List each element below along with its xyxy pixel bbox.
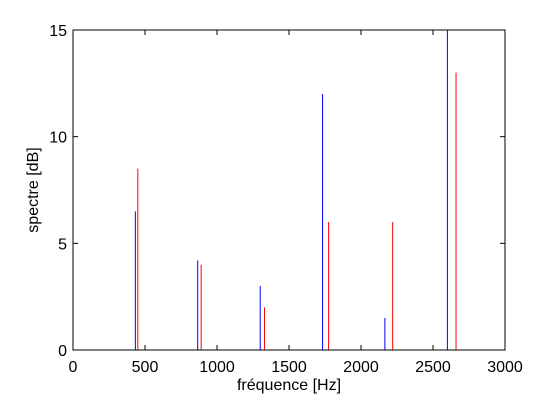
spectral-lines	[134, 30, 457, 350]
y-tick-label-2: 10	[49, 130, 67, 147]
y-axis-label: spectre [dB]	[25, 147, 42, 232]
y-tick-label-0: 0	[58, 343, 67, 360]
plot-area	[73, 30, 505, 350]
plot-frame	[72, 29, 506, 351]
x-tick-label-2: 1000	[199, 359, 235, 376]
x-tick-label-4: 2000	[343, 359, 379, 376]
x-axis-label: fréquence [Hz]	[237, 377, 341, 394]
y-tick-label-3: 15	[49, 23, 67, 40]
x-tick-label-5: 2500	[415, 359, 451, 376]
x-tick-label-6: 3000	[487, 359, 523, 376]
tick-labels: 0 500 1000 1500 2000 2500 3000 0 5 10 15	[49, 23, 523, 376]
x-tick-label-1: 500	[132, 359, 159, 376]
x-tick-label-3: 1500	[271, 359, 307, 376]
x-tick-label-0: 0	[69, 359, 78, 376]
y-tick-label-1: 5	[58, 236, 67, 253]
